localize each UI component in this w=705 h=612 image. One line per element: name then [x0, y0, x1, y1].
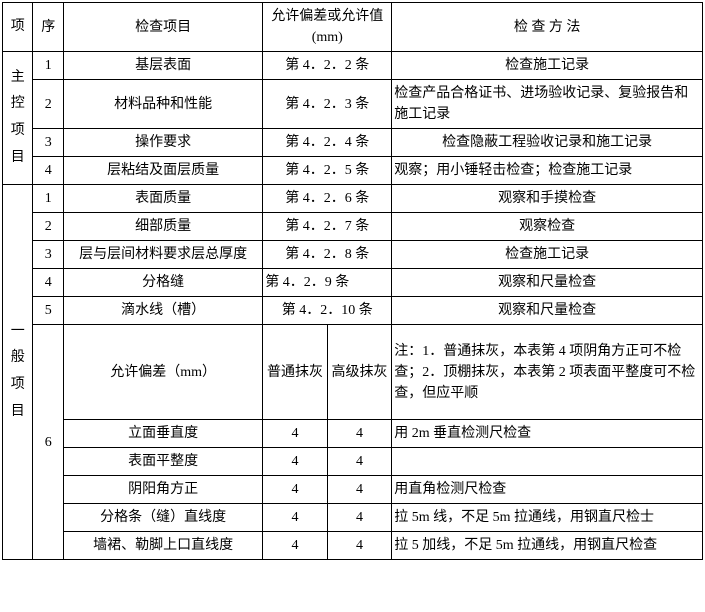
cell-tol: 第 4．2．10 条 [263, 297, 392, 325]
cell-item: 阴阳角方正 [63, 476, 262, 504]
cell-tol: 第 4．2．5 条 [263, 157, 392, 185]
cell-item: 材料品种和性能 [63, 80, 262, 129]
table-row: 6 允许偏差（mm） 普通抹灰 高级抹灰 注：1．普通抹灰，本表第 4 项阴角方… [3, 325, 703, 420]
cell-meth: 观察；用小锤轻击检查；检查施工记录 [392, 157, 703, 185]
cell-tol: 第 4．2．3 条 [263, 80, 392, 129]
group1-label: 主控项目 [3, 52, 33, 185]
cell-tol-a: 4 [263, 504, 327, 532]
header-tolerance: 允许偏差或允许值(mm) [263, 3, 392, 52]
cell-item: 操作要求 [63, 129, 262, 157]
cell-item: 允许偏差（mm） [63, 325, 262, 420]
cell-seq: 2 [33, 213, 63, 241]
cell-item: 表面平整度 [63, 448, 262, 476]
cell-tol: 第 4．2．8 条 [263, 241, 392, 269]
cell-item: 基层表面 [63, 52, 262, 80]
header-project: 项 [3, 3, 33, 52]
cell-item: 层与层间材料要求层总厚度 [63, 241, 262, 269]
cell-seq: 3 [33, 241, 63, 269]
table-row: 表面平整度 4 4 [3, 448, 703, 476]
group2-label-text: 一般项目 [11, 324, 25, 419]
cell-meth: 检查施工记录 [392, 52, 703, 80]
cell-tol-b: 4 [327, 504, 391, 532]
cell-tol: 第 4．2．7 条 [263, 213, 392, 241]
cell-seq: 4 [33, 157, 63, 185]
cell-tol-a: 4 [263, 532, 327, 560]
cell-note: 注：1．普通抹灰，本表第 4 项阴角方正可不检查；2．顶棚抹灰，本表第 2 项表… [392, 325, 703, 420]
cell-item: 分格缝 [63, 269, 262, 297]
cell-meth: 检查施工记录 [392, 241, 703, 269]
cell-seq: 2 [33, 80, 63, 129]
group1-label-text: 主控项目 [11, 70, 25, 165]
cell-meth: 拉 5m 线，不足 5m 拉通线，用钢直尺检士 [392, 504, 703, 532]
header-seq: 序 [33, 3, 63, 52]
cell-tol-a: 4 [263, 476, 327, 504]
table-row: 墙裙、勒脚上口直线度 4 4 拉 5 加线，不足 5m 拉通线，用钢直尺检查 [3, 532, 703, 560]
cell-meth: 观察和尺量检查 [392, 269, 703, 297]
cell-seq: 4 [33, 269, 63, 297]
cell-tol-b: 4 [327, 532, 391, 560]
cell-item: 立面垂直度 [63, 420, 262, 448]
table-row: 5 滴水线（槽） 第 4．2．10 条 观察和尺量检查 [3, 297, 703, 325]
cell-item: 细部质量 [63, 213, 262, 241]
cell-meth: 观察和手摸检查 [392, 185, 703, 213]
header-row: 项 序 检查项目 允许偏差或允许值(mm) 检 查 方 法 [3, 3, 703, 52]
cell-tol-b: 4 [327, 448, 391, 476]
cell-tol: 第 4．2．6 条 [263, 185, 392, 213]
cell-item: 分格条（缝）直线度 [63, 504, 262, 532]
inspection-table: 项 序 检查项目 允许偏差或允许值(mm) 检 查 方 法 主控项目 1 基层表… [2, 2, 703, 560]
cell-item: 墙裙、勒脚上口直线度 [63, 532, 262, 560]
cell-seq: 1 [33, 185, 63, 213]
cell-tol-a: 4 [263, 448, 327, 476]
cell-tol-b: 4 [327, 476, 391, 504]
cell-meth: 检查隐蔽工程验收记录和施工记录 [392, 129, 703, 157]
table-row: 一般项目 1 表面质量 第 4．2．6 条 观察和手摸检查 [3, 185, 703, 213]
cell-meth: 用 2m 垂直检测尺检查 [392, 420, 703, 448]
header-method: 检 查 方 法 [392, 3, 703, 52]
table-row: 4 分格缝 第 4．2．9 条 观察和尺量检查 [3, 269, 703, 297]
table-row: 阴阳角方正 4 4 用直角检测尺检查 [3, 476, 703, 504]
cell-seq: 1 [33, 52, 63, 80]
cell-tol-b: 4 [327, 420, 391, 448]
cell-seq: 6 [33, 325, 63, 560]
cell-meth: 检查产品合格证书、进场验收记录、复验报告和施工记录 [392, 80, 703, 129]
table-row: 主控项目 1 基层表面 第 4．2．2 条 检查施工记录 [3, 52, 703, 80]
cell-item: 层粘结及面层质量 [63, 157, 262, 185]
cell-item: 滴水线（槽） [63, 297, 262, 325]
table-row: 3 层与层间材料要求层总厚度 第 4．2．8 条 检查施工记录 [3, 241, 703, 269]
cell-meth: 观察检查 [392, 213, 703, 241]
table-row: 2 材料品种和性能 第 4．2．3 条 检查产品合格证书、进场验收记录、复验报告… [3, 80, 703, 129]
cell-tol: 第 4．2．2 条 [263, 52, 392, 80]
cell-seq: 5 [33, 297, 63, 325]
table-row: 4 层粘结及面层质量 第 4．2．5 条 观察；用小锤轻击检查；检查施工记录 [3, 157, 703, 185]
table-row: 3 操作要求 第 4．2．4 条 检查隐蔽工程验收记录和施工记录 [3, 129, 703, 157]
cell-tol-a: 普通抹灰 [263, 325, 327, 420]
cell-meth [392, 448, 703, 476]
table-row: 立面垂直度 4 4 用 2m 垂直检测尺检查 [3, 420, 703, 448]
table-row: 分格条（缝）直线度 4 4 拉 5m 线，不足 5m 拉通线，用钢直尺检士 [3, 504, 703, 532]
cell-tol: 第 4．2．4 条 [263, 129, 392, 157]
cell-tol-a: 4 [263, 420, 327, 448]
cell-tol: 第 4．2．9 条 [263, 269, 392, 297]
cell-item: 表面质量 [63, 185, 262, 213]
header-item: 检查项目 [63, 3, 262, 52]
table-row: 2 细部质量 第 4．2．7 条 观察检查 [3, 213, 703, 241]
cell-meth: 拉 5 加线，不足 5m 拉通线，用钢直尺检查 [392, 532, 703, 560]
cell-meth: 观察和尺量检查 [392, 297, 703, 325]
cell-tol-b: 高级抹灰 [327, 325, 391, 420]
cell-meth: 用直角检测尺检查 [392, 476, 703, 504]
group2-label: 一般项目 [3, 185, 33, 560]
cell-seq: 3 [33, 129, 63, 157]
